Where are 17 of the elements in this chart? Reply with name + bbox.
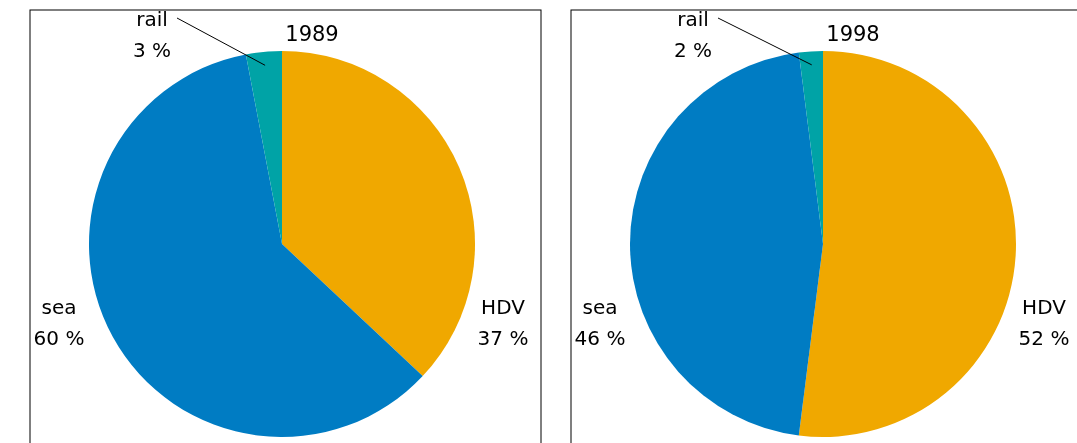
text: 1989 — [285, 22, 339, 46]
data-label: 37 % — [477, 326, 529, 350]
slice-label: rail — [677, 7, 709, 31]
data-label: 2 % — [673, 38, 713, 62]
pie-slice — [798, 51, 1016, 437]
data-label: 52 % — [1018, 326, 1070, 350]
data-label: 60 % — [33, 326, 85, 350]
slice-label: HDV — [1022, 295, 1067, 319]
slice-label: sea — [41, 295, 77, 319]
data-label: 3 % — [132, 38, 172, 62]
slice-label: sea — [582, 295, 618, 319]
data-label: 46 % — [574, 326, 626, 350]
slice-label: rail — [136, 7, 168, 31]
pie-slice — [282, 51, 475, 377]
slice-label: HDV — [481, 295, 526, 319]
pie-slice — [245, 51, 282, 244]
text: 1998 — [826, 22, 880, 46]
